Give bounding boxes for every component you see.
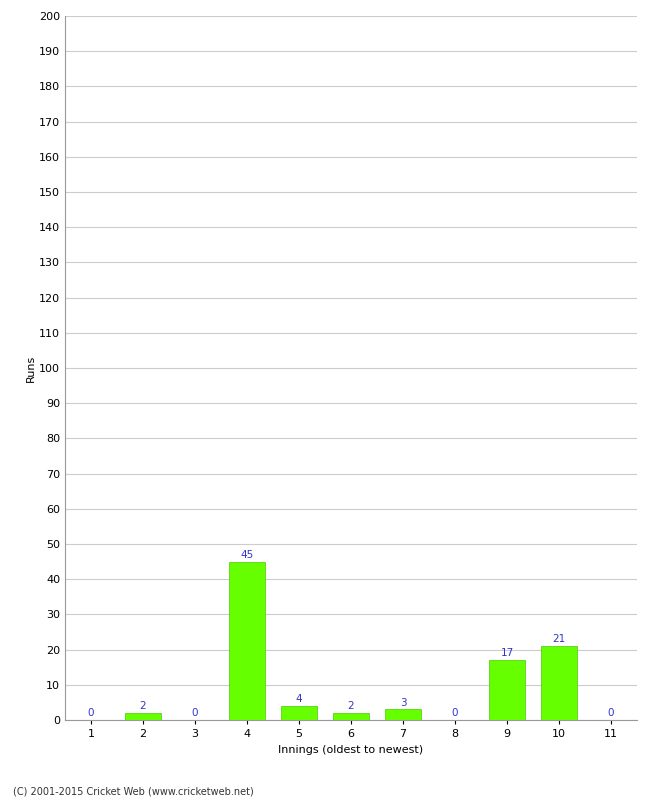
Bar [125, 713, 161, 720]
Text: 3: 3 [400, 698, 406, 708]
Text: 4: 4 [296, 694, 302, 704]
Bar [281, 706, 317, 720]
Text: 0: 0 [452, 708, 458, 718]
Text: 21: 21 [552, 634, 566, 644]
Text: 0: 0 [608, 708, 614, 718]
Y-axis label: Runs: Runs [26, 354, 36, 382]
Text: 45: 45 [240, 550, 254, 560]
Bar [333, 713, 369, 720]
Bar [229, 562, 265, 720]
Text: 17: 17 [500, 648, 514, 658]
Text: 0: 0 [192, 708, 198, 718]
Text: 2: 2 [140, 701, 146, 711]
X-axis label: Innings (oldest to newest): Innings (oldest to newest) [278, 745, 424, 754]
Text: (C) 2001-2015 Cricket Web (www.cricketweb.net): (C) 2001-2015 Cricket Web (www.cricketwe… [13, 786, 254, 796]
Bar [489, 660, 525, 720]
Text: 0: 0 [88, 708, 94, 718]
Text: 2: 2 [348, 701, 354, 711]
Bar [541, 646, 577, 720]
Bar [385, 710, 421, 720]
